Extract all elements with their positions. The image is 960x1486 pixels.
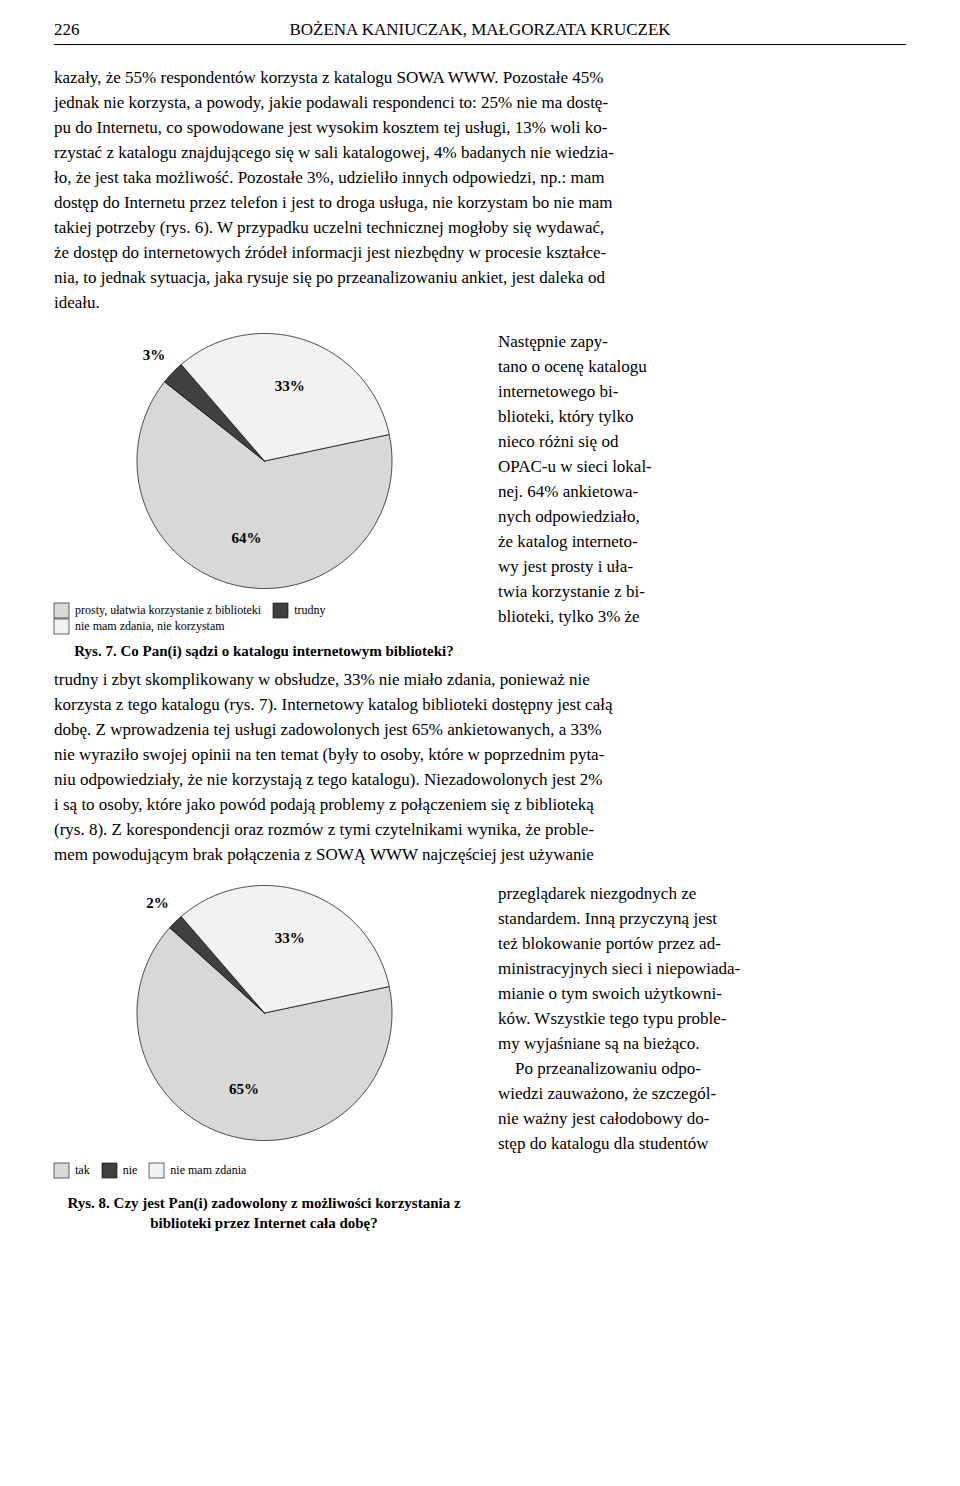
html-text:nie mam zdania: nie mam zdania	[170, 1163, 247, 1177]
html-text:stęp do katalogu dla studentów: stęp do katalogu dla studentów	[498, 1134, 709, 1153]
html-text:że dostęp do internetowych źró: że dostęp do internetowych źródeł inform…	[54, 243, 607, 262]
html-text:nie: nie	[122, 1163, 138, 1177]
html-text:takiej potrzeby (rys. 6). W pr: takiej potrzeby (rys. 6). W przypadku uc…	[54, 218, 605, 237]
html-text:my wyjaśniane są na bieżąco.: my wyjaśniane są na bieżąco.	[498, 1034, 700, 1053]
html-text:ideału.: ideału.	[54, 293, 100, 312]
html-text:tano o ocenę katalogu: tano o ocenę katalogu	[498, 357, 647, 376]
html-text:też blokowanie portów przez ad: też blokowanie portów przez ad-	[498, 934, 721, 953]
html-text:mem powodującym brak połączeni: mem powodującym brak połączenia z SOWĄ W…	[54, 845, 594, 864]
html-text:kazały, że 55% respondentów ko: kazały, że 55% respondentów korzysta z k…	[54, 68, 604, 87]
html-text:niu odpowiedziały, że nie korz: niu odpowiedziały, że nie korzystają z t…	[54, 770, 603, 789]
html-text:tak: tak	[75, 1163, 90, 1177]
html-text:standardem. Inną przyczyną jes: standardem. Inną przyczyną jest	[498, 909, 717, 928]
html-text:Rys. 7. Co Pan(i) sądzi o kata: Rys. 7. Co Pan(i) sądzi o katalogu inter…	[74, 643, 454, 659]
html-text:twia korzystanie z bi-: twia korzystanie z bi-	[498, 582, 645, 601]
html-text:pu do Internetu, co spowodowan: pu do Internetu, co spowodowane jest wys…	[54, 118, 608, 137]
svg-text:2%: 2%	[146, 895, 169, 911]
html-text:nych odpowiedziało,: nych odpowiedziało,	[498, 507, 640, 526]
html-text:rzystać z katalogu znajdująceg: rzystać z katalogu znajdującego się w sa…	[54, 143, 614, 162]
svg-text:64%: 64%	[231, 530, 261, 546]
svg-text:3%: 3%	[143, 347, 166, 363]
html-text:nie wyraziło swojej opinii na: nie wyraziło swojej opinii na ten temat …	[54, 745, 605, 764]
html-text:dostęp do Internetu przez tele: dostęp do Internetu przez telefon i jest…	[54, 193, 613, 212]
html-text:że katalog interneto-: że katalog interneto-	[498, 532, 638, 551]
html-text:OPAC-u w sieci lokal-: OPAC-u w sieci lokal-	[498, 457, 652, 476]
html-text:i są to osoby, które jako powó: i są to osoby, które jako powód podają p…	[54, 795, 594, 814]
html-text:wy jest prosty i uła-: wy jest prosty i uła-	[498, 557, 633, 576]
html-text:nia, to jednak sytuacja, jaka: nia, to jednak sytuacja, jaka rysuje się…	[54, 268, 605, 287]
html-text:226: 226	[54, 20, 80, 39]
html-text:jednak nie korzysta, a powody,: jednak nie korzysta, a powody, jakie pod…	[54, 93, 609, 112]
html-text:przeglądarek niezgodnych ze: przeglądarek niezgodnych ze	[498, 884, 697, 903]
html-text:ków. Wszystkie tego typu probl: ków. Wszystkie tego typu proble-	[498, 1009, 727, 1028]
html-text:ministracyjnych sieci i niepow: ministracyjnych sieci i niepowiada-	[498, 959, 741, 978]
html-text:korzysta z tego katalogu (rys.: korzysta z tego katalogu (rys. 7). Inter…	[54, 695, 613, 714]
html-text:mianie o tym swoich użytkowni-: mianie o tym swoich użytkowni-	[498, 984, 722, 1003]
html-text:nie ważny jest całodobowy do-: nie ważny jest całodobowy do-	[498, 1109, 710, 1128]
html-text:nieco różni się od: nieco różni się od	[498, 432, 619, 451]
html-text:internetowego bi-: internetowego bi-	[498, 382, 619, 401]
html-text:nej. 64% ankietowa-: nej. 64% ankietowa-	[498, 482, 639, 501]
html-text:Rys. 8. Czy jest Pan(i) zadowo: Rys. 8. Czy jest Pan(i) zadowolony z moż…	[67, 1195, 461, 1231]
html-text:ło, że jest taka możliwość. Po: ło, że jest taka możliwość. Pozostałe 3%…	[54, 168, 605, 187]
html-text:wiedzi zauważono, że szczegól-: wiedzi zauważono, że szczegól-	[498, 1084, 716, 1103]
html-text:trudny: trudny	[294, 602, 326, 617]
svg-text:33%: 33%	[275, 378, 305, 394]
svg-text:65%: 65%	[229, 1081, 259, 1097]
html-text:blioteki, tylko 3% że: blioteki, tylko 3% że	[498, 607, 640, 626]
html-text:trudny i zbyt skomplikowany w: trudny i zbyt skomplikowany w obsłudze, …	[54, 670, 590, 689]
html-text:nie mam zdania, nie korzystam: nie mam zdania, nie korzystam	[75, 619, 225, 634]
html-text:dobę. Z wprowadzenia tej usług: dobę. Z wprowadzenia tej usługi zadowolo…	[54, 720, 602, 739]
html-text:Po przeanalizowaniu odpo-: Po przeanalizowaniu odpo-	[498, 1059, 701, 1078]
html-text:Następnie zapy-: Następnie zapy-	[498, 332, 608, 351]
svg-text:33%: 33%	[275, 930, 305, 946]
html-text:BOŻENA KANIUCZAK, MAŁGORZATA K: BOŻENA KANIUCZAK, MAŁGORZATA KRUCZEK	[289, 20, 671, 39]
html-text:(rys. 8). Z korespondencji ora: (rys. 8). Z korespondencji oraz rozmów z…	[54, 820, 594, 839]
html-text:prosty, ułatwia korzystanie z: prosty, ułatwia korzystanie z biblioteki	[75, 602, 262, 617]
html-text:blioteki, który tylko: blioteki, który tylko	[498, 407, 634, 426]
